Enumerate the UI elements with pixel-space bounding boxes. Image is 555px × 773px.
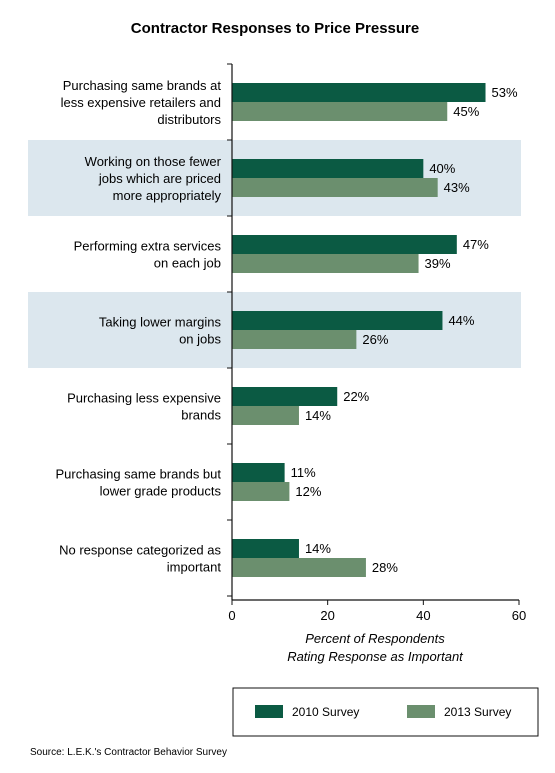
legend-swatch-2013 bbox=[407, 705, 435, 718]
x-axis-title-line-1: Percent of Respondents bbox=[305, 631, 445, 646]
category-label-5-line-1: lower grade products bbox=[100, 484, 222, 499]
x-tick-label-0: 0 bbox=[228, 608, 235, 623]
category-label-3-line-1: on jobs bbox=[179, 332, 221, 347]
bar-2010-2 bbox=[232, 235, 457, 254]
value-label-2010-3: 44% bbox=[448, 313, 474, 328]
bar-2013-3 bbox=[232, 330, 357, 349]
value-label-2013-0: 45% bbox=[453, 104, 479, 119]
category-label-6-line-0: No response categorized as bbox=[59, 543, 221, 558]
x-tick-label-20: 20 bbox=[320, 608, 334, 623]
category-label-0-line-0: Purchasing same brands at bbox=[63, 78, 222, 93]
value-label-2010-4: 22% bbox=[343, 389, 369, 404]
value-label-2013-2: 39% bbox=[425, 256, 451, 271]
category-label-2-line-1: on each job bbox=[154, 256, 221, 271]
bar-2013-6 bbox=[232, 558, 366, 577]
legend: 2010 Survey 2013 Survey bbox=[232, 687, 539, 737]
chart-title: Contractor Responses to Price Pressure bbox=[131, 20, 419, 37]
x-axis: 0 20 40 60 bbox=[227, 63, 526, 623]
category-labels: Purchasing same brands at less expensive … bbox=[56, 78, 222, 575]
value-label-2013-5: 12% bbox=[295, 484, 321, 499]
category-label-0-line-2: distributors bbox=[157, 112, 221, 127]
category-label-4-line-0: Purchasing less expensive bbox=[67, 391, 221, 406]
legend-label-2010: 2010 Survey bbox=[292, 705, 359, 719]
category-label-1-line-0: Working on those fewer bbox=[85, 154, 222, 169]
value-label-2013-3: 26% bbox=[362, 332, 388, 347]
x-tick-label-40: 40 bbox=[416, 608, 430, 623]
category-label-4-line-1: brands bbox=[181, 408, 221, 423]
category-label-0-line-1: less expensive retailers and bbox=[61, 95, 221, 110]
category-label-2-line-0: Performing extra services bbox=[74, 239, 222, 254]
bar-2010-5 bbox=[232, 463, 285, 482]
category-label-6-line-1: important bbox=[167, 560, 222, 575]
bar-2010-3 bbox=[232, 311, 443, 330]
bar-2010-1 bbox=[232, 159, 424, 178]
value-label-2010-1: 40% bbox=[429, 161, 455, 176]
category-label-5-line-0: Purchasing same brands but bbox=[56, 467, 222, 482]
category-label-1-line-1: jobs which are priced bbox=[98, 171, 221, 186]
bar-2013-0 bbox=[232, 102, 448, 121]
legend-label-2013: 2013 Survey bbox=[444, 705, 511, 719]
value-label-2010-2: 47% bbox=[463, 237, 489, 252]
bar-2013-1 bbox=[232, 178, 438, 197]
value-label-2013-1: 43% bbox=[444, 180, 470, 195]
bar-2013-4 bbox=[232, 406, 299, 425]
bar-2013-2 bbox=[232, 254, 419, 273]
legend-box bbox=[232, 687, 539, 737]
bar-2013-5 bbox=[232, 482, 290, 501]
legend-swatch-2010 bbox=[255, 705, 283, 718]
category-label-1-line-2: more appropriately bbox=[113, 188, 222, 203]
bar-2010-0 bbox=[232, 83, 486, 102]
bars: 53% 45% 40% 43% 47% 39% 44% 26% 22% 14% 11% 12% 14% 2… bbox=[232, 83, 518, 577]
category-label-3-line-0: Taking lower margins bbox=[99, 315, 222, 330]
value-label-2010-5: 11% bbox=[291, 465, 316, 480]
x-axis-title-line-2: Rating Response as Important bbox=[287, 649, 464, 664]
x-tick-label-60: 60 bbox=[512, 608, 526, 623]
value-label-2013-4: 14% bbox=[305, 408, 331, 423]
value-label-2010-0: 53% bbox=[492, 85, 518, 100]
bar-2010-4 bbox=[232, 387, 338, 406]
value-label-2010-6: 14% bbox=[305, 541, 331, 556]
x-axis-title: Percent of Respondents Rating Response a… bbox=[287, 631, 464, 664]
source-note: Source: L.E.K.'s Contractor Behavior Sur… bbox=[30, 747, 227, 758]
bar-2010-6 bbox=[232, 539, 299, 558]
value-label-2013-6: 28% bbox=[372, 560, 398, 575]
